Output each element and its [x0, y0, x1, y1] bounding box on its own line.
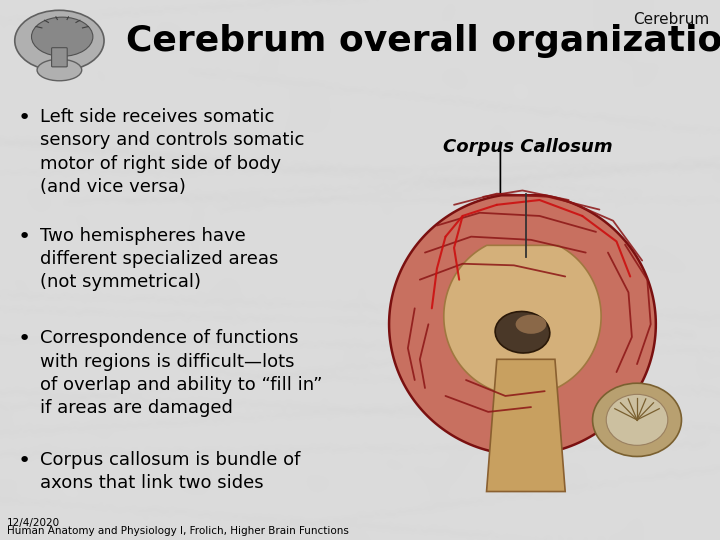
PathPatch shape — [487, 359, 565, 491]
Text: •: • — [18, 227, 31, 247]
Text: Left side receives somatic
sensory and controls somatic
motor of right side of b: Left side receives somatic sensory and c… — [40, 108, 304, 196]
Text: Corpus callosum is bundle of
axons that link two sides: Corpus callosum is bundle of axons that … — [40, 451, 300, 492]
Text: Correspondence of functions
with regions is difficult—lots
of overlap and abilit: Correspondence of functions with regions… — [40, 329, 322, 417]
Text: •: • — [18, 108, 31, 128]
Ellipse shape — [606, 394, 668, 446]
Text: Human Anatomy and Physiology I, Frolich, Higher Brain Functions: Human Anatomy and Physiology I, Frolich,… — [7, 525, 349, 536]
Text: Two hemispheres have
different specialized areas
(not symmetrical): Two hemispheres have different specializ… — [40, 227, 278, 292]
Text: 12/4/2020: 12/4/2020 — [7, 518, 60, 528]
Ellipse shape — [37, 59, 82, 81]
PathPatch shape — [389, 195, 656, 455]
Ellipse shape — [14, 10, 104, 71]
Text: •: • — [18, 451, 31, 471]
Ellipse shape — [495, 312, 550, 353]
Ellipse shape — [32, 17, 93, 56]
FancyBboxPatch shape — [52, 48, 67, 67]
Ellipse shape — [516, 315, 546, 334]
Ellipse shape — [593, 383, 681, 456]
Text: Cerebrum overall organization: Cerebrum overall organization — [126, 24, 720, 58]
Text: Corpus Callosum: Corpus Callosum — [443, 138, 613, 156]
Text: •: • — [18, 329, 31, 349]
Text: Cerebrum: Cerebrum — [633, 12, 709, 27]
PathPatch shape — [444, 245, 601, 396]
